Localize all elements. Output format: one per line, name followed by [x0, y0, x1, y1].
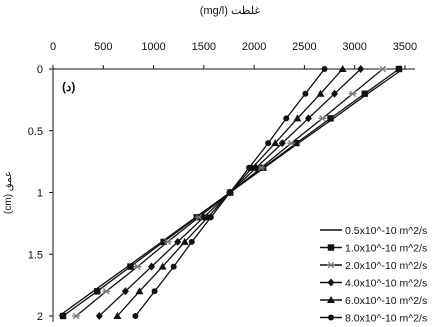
data-point	[265, 140, 272, 147]
data-point	[293, 139, 300, 147]
data-point	[327, 115, 334, 122]
data-point	[304, 114, 312, 123]
x-axis-title: (mg/l) غلظت	[200, 5, 261, 17]
legend-marker	[327, 261, 335, 269]
data-point	[318, 115, 327, 122]
panel-label: (د)	[62, 80, 75, 94]
data-point	[357, 65, 365, 73]
y-tick-label: 2	[37, 311, 43, 322]
data-point	[287, 139, 296, 147]
y-tick-label: 0	[37, 64, 43, 76]
data-point	[121, 287, 129, 296]
x-tick-label: 1500	[192, 41, 216, 53]
legend-marker	[328, 314, 334, 321]
data-point	[226, 189, 233, 196]
data-point	[293, 114, 302, 122]
y-tick-label: 0.5	[28, 126, 43, 138]
legend-marker	[327, 278, 335, 287]
x-tick-label: 3000	[342, 41, 366, 53]
data-point	[127, 263, 134, 270]
data-point	[151, 288, 158, 295]
legend-marker	[327, 296, 335, 303]
data-point	[133, 263, 142, 270]
data-point	[207, 214, 214, 221]
data-point	[271, 139, 280, 147]
data-point	[348, 90, 357, 97]
data-point	[302, 90, 309, 97]
data-point	[338, 65, 347, 72]
data-point	[170, 263, 177, 270]
y-tick-label: 1.5	[28, 249, 43, 261]
legend-label: 2.0x10^-10 m^2/s	[345, 260, 427, 272]
x-tick-label: 500	[94, 41, 112, 53]
data-point	[132, 313, 139, 319]
data-point	[331, 89, 339, 98]
data-point	[72, 312, 81, 320]
y-tick-label: 1	[37, 188, 43, 200]
data-point	[174, 237, 182, 246]
x-tick-label: 2500	[292, 41, 316, 53]
data-point	[113, 312, 122, 319]
data-point	[395, 65, 403, 73]
y-axis-title: (cm) عمق	[3, 171, 14, 214]
legend-marker	[327, 244, 335, 251]
legend-label: 0.5x10^-10 m^2/s	[345, 225, 427, 237]
data-point	[59, 312, 67, 320]
data-point	[102, 288, 111, 295]
data-point	[316, 89, 325, 97]
data-point	[188, 238, 195, 245]
data-point	[163, 238, 172, 246]
data-point	[361, 90, 368, 97]
data-point	[378, 65, 387, 73]
data-point	[148, 262, 156, 271]
x-tick-label: 0	[50, 41, 56, 53]
data-point	[135, 287, 144, 295]
data-point	[158, 262, 167, 270]
legend-label: 1.0x10^-10 m^2/s	[345, 243, 427, 255]
data-point	[283, 115, 290, 122]
data-point	[160, 238, 167, 246]
data-point	[94, 288, 101, 295]
data-point	[321, 66, 328, 72]
x-tick-label: 3500	[393, 41, 417, 53]
data-point	[278, 139, 286, 148]
data-point	[95, 312, 103, 320]
legend-label: 8.0x10^-10 m^2/s	[345, 313, 427, 323]
data-point	[180, 237, 189, 245]
data-point	[246, 164, 253, 171]
x-tick-label: 2000	[242, 41, 266, 53]
legend-label: 4.0x10^-10 m^2/s	[345, 278, 427, 290]
legend-label: 6.0x10^-10 m^2/s	[345, 295, 427, 307]
x-tick-label: 1000	[141, 41, 165, 53]
